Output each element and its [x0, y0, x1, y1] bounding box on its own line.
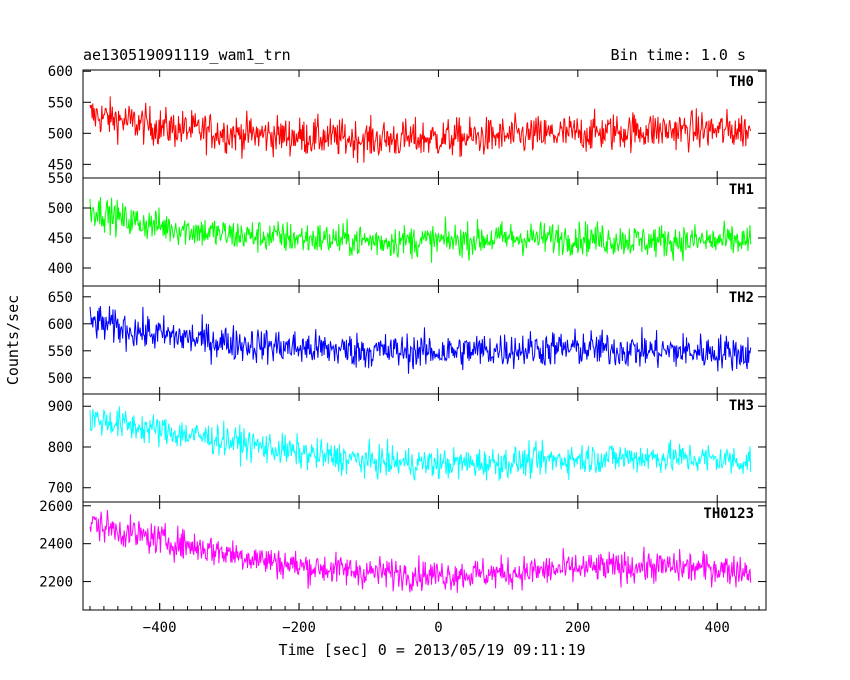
panels-group: 450 500 550 600 TH0 400 450 500 550 TH1 500 550 600 6… [39, 64, 767, 611]
panel-frame [82, 501, 767, 611]
panel-frame [82, 69, 767, 179]
x-tick-label: 400 [705, 620, 730, 636]
series-line-th0 [89, 96, 752, 164]
x-tick-label: 0 [434, 620, 442, 636]
panel-frame [82, 393, 767, 503]
y-tick-label: 2400 [39, 537, 73, 553]
panel-label-th1: TH1 [729, 182, 754, 198]
y-tick-label: 550 [48, 95, 73, 111]
series-line-th3 [89, 406, 752, 481]
panel-label-th2: TH2 [729, 290, 754, 306]
x-axis-label: Time [sec] 0 = 2013/05/19 09:11:19 [278, 641, 585, 659]
x-axis: −400 −200 0 200 400 [89, 603, 760, 636]
panel-th0123: 2200 2400 2600 TH0123 [39, 499, 767, 611]
y-tick-label: 2200 [39, 575, 73, 591]
y-tick-label: 700 [48, 481, 73, 497]
y-tick-label: 900 [48, 399, 73, 415]
series-line-th1 [89, 197, 752, 263]
panel-label-th3: TH3 [729, 398, 754, 414]
y-tick-label: 450 [48, 157, 73, 173]
y-tick-label: 500 [48, 126, 73, 142]
y-tick-label: 600 [48, 64, 73, 80]
series-line-th0123 [89, 509, 752, 593]
panel-th3: 700 800 900 TH3 [48, 393, 767, 503]
panel-th1: 400 450 500 550 TH1 [48, 171, 767, 287]
panel-label-th0123: TH0123 [703, 506, 754, 522]
y-tick-label: 400 [48, 261, 73, 277]
chart-title: ae130519091119_wam1_trn [83, 46, 291, 64]
x-tick-label: −400 [143, 620, 177, 636]
x-tick-label: −200 [282, 620, 316, 636]
panel-th0: 450 500 550 600 TH0 [48, 64, 767, 179]
x-tick-label: 200 [565, 620, 590, 636]
panel-label-th0: TH0 [729, 74, 754, 90]
y-tick-label: 550 [48, 344, 73, 360]
y-tick-label: 500 [48, 201, 73, 217]
y-tick-label: 450 [48, 231, 73, 247]
y-tick-label: 600 [48, 317, 73, 333]
y-tick-label: 550 [48, 171, 73, 187]
y-tick-label: 650 [48, 290, 73, 306]
series-line-th2 [89, 305, 752, 374]
y-tick-label: 2600 [39, 499, 73, 515]
y-tick-label: 500 [48, 371, 73, 387]
bin-time-label: Bin time: 1.0 s [611, 46, 746, 64]
y-axis-label: Counts/sec [4, 295, 22, 385]
y-tick-label: 800 [48, 440, 73, 456]
panel-th2: 500 550 600 650 TH2 [48, 285, 767, 395]
